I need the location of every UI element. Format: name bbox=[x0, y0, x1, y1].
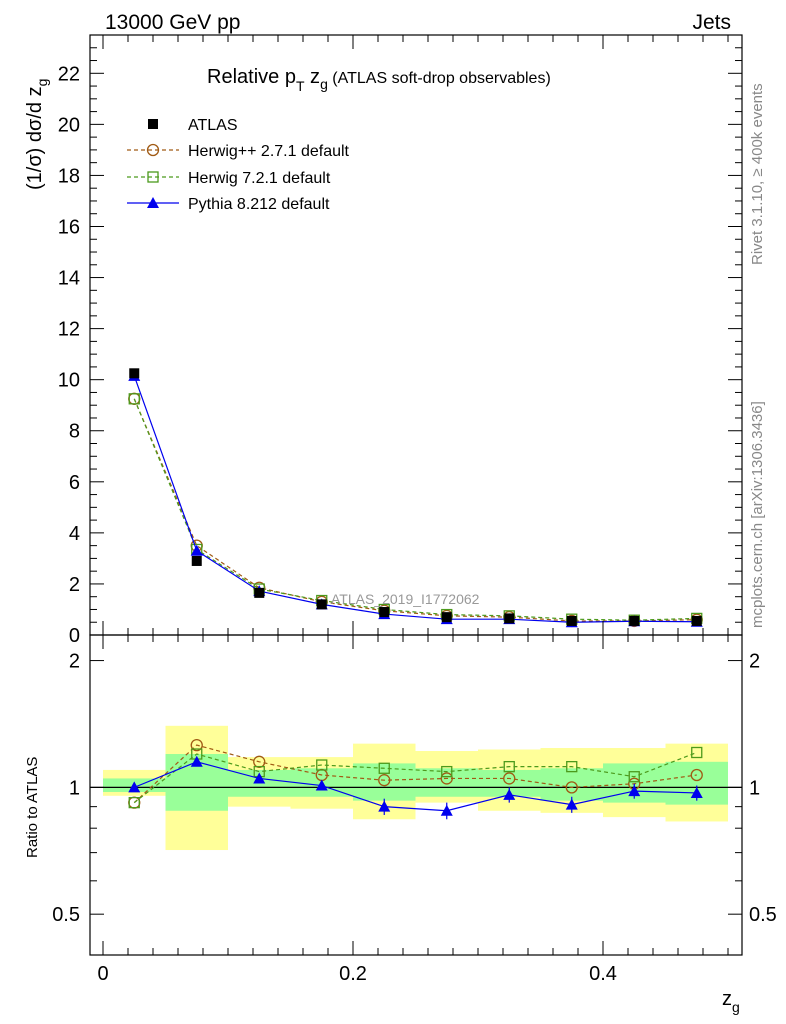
chart-title-rest: (ATLAS soft-drop observables) bbox=[328, 70, 551, 87]
ratio-y-axis-title: Ratio to ATLAS bbox=[24, 757, 41, 858]
y-tick-label: 12 bbox=[58, 319, 80, 341]
ratio-plot: 0 0.2 0.4 0.5 0.5 1 1 2 2 bbox=[52, 634, 777, 985]
chart-title-main: Relative p bbox=[207, 66, 296, 88]
point-atlas bbox=[441, 612, 452, 623]
point-atlas bbox=[566, 615, 577, 626]
ratio-point-pythia bbox=[565, 798, 578, 810]
point-herwig7 bbox=[128, 393, 140, 405]
point-atlas bbox=[504, 613, 515, 624]
ratio-point-pythia bbox=[628, 785, 641, 797]
ratio-point-herwig7 bbox=[316, 759, 328, 771]
legend-marker-pythia bbox=[147, 197, 159, 208]
ratio-point-herwig7 bbox=[378, 762, 390, 774]
series-line-pythia bbox=[133, 375, 697, 623]
ratio-point-herwig7 bbox=[128, 796, 140, 809]
y-tick-label: 10 bbox=[58, 370, 80, 392]
rivet-version-label: Rivet 3.1.10, ≥ 400k events bbox=[749, 83, 766, 265]
ratio-point-pythia bbox=[190, 755, 203, 767]
ratio-point-pythia bbox=[315, 779, 328, 791]
y-tick-label: 0 bbox=[69, 625, 80, 647]
x-axis-title: zg bbox=[722, 988, 740, 1015]
point-atlas bbox=[254, 587, 265, 598]
y-axis-title: (1/σ) dσ/d zg bbox=[24, 79, 50, 190]
y-tick-label: 8 bbox=[69, 421, 80, 443]
ratio-bands-layer bbox=[90, 725, 742, 851]
point-atlas bbox=[129, 368, 140, 379]
point-pythia bbox=[190, 544, 203, 556]
ratio-point-herwig- bbox=[565, 781, 578, 794]
ratio-point-herwig- bbox=[253, 755, 266, 768]
chart-title-sub-g: g bbox=[320, 76, 328, 92]
ratio-point-herwig7 bbox=[566, 760, 578, 773]
ratio-y-tick-label: 1 bbox=[69, 777, 80, 799]
point-atlas bbox=[316, 599, 327, 610]
point-atlas bbox=[629, 615, 640, 626]
ratio-y-tick-label-right: 0.5 bbox=[749, 904, 777, 926]
legend-label-atlas: ATLAS bbox=[188, 117, 238, 134]
ratio-y-tick-label: 2 bbox=[69, 651, 80, 673]
ratio-point-pythia bbox=[440, 804, 453, 816]
legend-label-pythia: Pythia 8.212 default bbox=[188, 196, 330, 213]
chart-title-sub-t: T bbox=[296, 78, 305, 94]
ratio-series-layer bbox=[128, 738, 703, 820]
legend-label-herwig7: Herwig 7.2.1 default bbox=[188, 170, 331, 187]
ratio-line-pythia bbox=[134, 761, 697, 812]
legend-marker-atlas bbox=[148, 119, 158, 129]
ratio-point-herwig- bbox=[690, 768, 703, 782]
y-tick-label: 18 bbox=[58, 165, 80, 187]
chart-title: Relative pT zg (ATLAS soft-drop observab… bbox=[207, 66, 551, 94]
y-tick-label: 2 bbox=[69, 574, 80, 596]
main-axes: 0 2 4 6 8 10 12 14 16 18 20 22 bbox=[58, 35, 742, 647]
series-line-herwig- bbox=[133, 398, 697, 622]
legend: ATLAS Herwig++ 2.7.1 default Herwig 7.2.1 … bbox=[127, 117, 350, 213]
ratio-point-herwig7 bbox=[503, 760, 515, 773]
legend-marker-herwig- bbox=[146, 143, 160, 157]
y-tick-label: 4 bbox=[69, 523, 80, 545]
ratio-point-herwig- bbox=[378, 774, 391, 787]
ratio-point-pythia bbox=[503, 788, 516, 800]
ratio-plot-frame bbox=[89, 634, 743, 956]
ratio-y-tick-label-right: 1 bbox=[749, 777, 760, 799]
ratio-point-pythia bbox=[253, 772, 266, 784]
mcplots-label: mcplots.cern.ch [arXiv:1306.3436] bbox=[749, 401, 766, 628]
ratio-point-herwig- bbox=[190, 738, 203, 752]
chart-title-z: z bbox=[305, 66, 321, 88]
ratio-axes: 0 0.2 0.4 0.5 0.5 1 1 2 2 bbox=[52, 635, 777, 985]
y-axis-title-sub: g bbox=[34, 79, 50, 87]
ratio-point-herwig- bbox=[503, 772, 516, 785]
x-axis-title-sub: g bbox=[732, 999, 740, 1015]
y-tick-label: 20 bbox=[58, 114, 80, 136]
y-tick-label: 6 bbox=[69, 472, 80, 494]
ratio-point-herwig7 bbox=[628, 771, 640, 783]
ratio-point-pythia bbox=[378, 800, 391, 812]
x-axis-title-main: z bbox=[722, 988, 732, 1010]
point-atlas bbox=[191, 555, 202, 566]
x-tick-label: 0 bbox=[97, 963, 108, 985]
point-atlas bbox=[691, 615, 702, 626]
y-tick-label: 22 bbox=[58, 63, 80, 85]
ratio-y-tick-label-right: 2 bbox=[749, 651, 760, 673]
header-jets-label: Jets bbox=[692, 11, 731, 34]
legend-label-herwig-: Herwig++ 2.7.1 default bbox=[188, 143, 350, 160]
main-series-layer bbox=[128, 368, 703, 628]
y-axis-title-main: (1/σ) dσ/d z bbox=[24, 86, 46, 190]
ratio-band-green bbox=[353, 763, 416, 801]
ratio-y-tick-label: 0.5 bbox=[52, 904, 80, 926]
series-line-herwig7 bbox=[133, 398, 697, 621]
ratio-point-herwig- bbox=[440, 772, 453, 785]
x-tick-label: 0.2 bbox=[339, 963, 367, 985]
ratio-point-herwig7 bbox=[691, 746, 703, 759]
legend-marker-herwig7 bbox=[147, 171, 159, 183]
header-energy-label: 13000 GeV pp bbox=[105, 11, 240, 34]
ratio-point-pythia bbox=[690, 786, 703, 798]
x-tick-label: 0.4 bbox=[589, 963, 617, 985]
analysis-watermark: ATLAS_2019_I1772062 bbox=[331, 591, 480, 607]
y-tick-label: 16 bbox=[58, 216, 80, 238]
point-atlas bbox=[379, 607, 390, 618]
main-plot: 0 2 4 6 8 10 12 14 16 18 20 22 bbox=[58, 34, 743, 647]
ratio-point-herwig7 bbox=[441, 765, 453, 778]
ratio-point-pythia bbox=[128, 781, 141, 793]
y-tick-label: 14 bbox=[58, 268, 80, 290]
